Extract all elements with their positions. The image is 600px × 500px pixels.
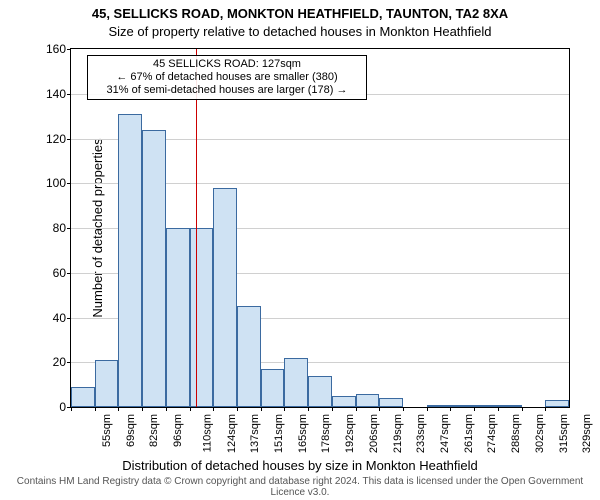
histogram-bar: [261, 369, 285, 407]
ytick-label: 100: [26, 176, 66, 190]
ytick-label: 120: [26, 132, 66, 146]
xtick-label: 315sqm: [558, 414, 570, 453]
xtick-label: 137sqm: [249, 414, 261, 453]
property-marker-line: [196, 49, 197, 407]
annotation-line1: 45 SELLICKS ROAD: 127sqm: [92, 58, 362, 71]
ytick-mark: [67, 183, 71, 184]
histogram-bar: [213, 188, 237, 407]
ytick-label: 40: [26, 311, 66, 325]
xtick-mark: [237, 407, 238, 411]
histogram-bar: [545, 400, 569, 407]
xtick-label: 96sqm: [172, 414, 184, 447]
xtick-mark: [284, 407, 285, 411]
histogram-bar: [498, 405, 522, 407]
ytick-mark: [67, 49, 71, 50]
ytick-label: 80: [26, 221, 66, 235]
xtick-label: 261sqm: [463, 414, 475, 453]
footnote: Contains HM Land Registry data © Crown c…: [0, 476, 600, 498]
x-axis-label: Distribution of detached houses by size …: [0, 458, 600, 473]
xtick-label: 110sqm: [201, 414, 213, 452]
ytick-label: 160: [26, 42, 66, 56]
xtick-label: 82sqm: [148, 414, 160, 447]
histogram-bar: [308, 376, 332, 407]
ytick-mark: [67, 362, 71, 363]
xtick-label: 219sqm: [392, 414, 404, 453]
histogram-bar: [450, 405, 474, 407]
histogram-bar: [237, 306, 261, 407]
chart-title-line1: 45, SELLICKS ROAD, MONKTON HEATHFIELD, T…: [0, 6, 600, 21]
xtick-label: 329sqm: [581, 414, 593, 453]
xtick-mark: [95, 407, 96, 411]
xtick-mark: [261, 407, 262, 411]
histogram-bar: [356, 394, 380, 407]
xtick-mark: [450, 407, 451, 411]
xtick-mark: [379, 407, 380, 411]
xtick-mark: [213, 407, 214, 411]
ytick-mark: [67, 273, 71, 274]
xtick-label: 124sqm: [226, 414, 238, 453]
histogram-bar: [142, 130, 166, 407]
xtick-mark: [498, 407, 499, 411]
xtick-mark: [166, 407, 167, 411]
ytick-label: 0: [26, 400, 66, 414]
histogram-bar: [427, 405, 451, 407]
xtick-label: 274sqm: [487, 414, 499, 453]
histogram-bar: [190, 228, 214, 407]
chart-title-line2: Size of property relative to detached ho…: [0, 24, 600, 39]
xtick-mark: [403, 407, 404, 411]
ytick-label: 60: [26, 266, 66, 280]
xtick-mark: [308, 407, 309, 411]
histogram-bar: [71, 387, 95, 407]
histogram-plot: 45 SELLICKS ROAD: 127sqm← 67% of detache…: [70, 48, 570, 408]
ytick-mark: [67, 228, 71, 229]
histogram-bar: [284, 358, 308, 407]
histogram-bar: [166, 228, 190, 407]
annotation-line3: 31% of semi-detached houses are larger (…: [92, 84, 362, 97]
annotation-box: 45 SELLICKS ROAD: 127sqm← 67% of detache…: [87, 55, 367, 100]
xtick-label: 69sqm: [125, 414, 137, 447]
histogram-bar: [118, 114, 142, 407]
xtick-mark: [332, 407, 333, 411]
xtick-label: 55sqm: [101, 414, 113, 447]
xtick-mark: [118, 407, 119, 411]
histogram-bar: [379, 398, 403, 407]
xtick-label: 178sqm: [321, 414, 333, 453]
ytick-label: 20: [26, 355, 66, 369]
xtick-label: 151sqm: [273, 414, 285, 453]
annotation-line2: ← 67% of detached houses are smaller (38…: [92, 71, 362, 84]
xtick-mark: [545, 407, 546, 411]
ytick-mark: [67, 139, 71, 140]
xtick-label: 165sqm: [297, 414, 309, 453]
xtick-mark: [190, 407, 191, 411]
xtick-label: 302sqm: [534, 414, 546, 453]
ytick-mark: [67, 318, 71, 319]
xtick-label: 233sqm: [415, 414, 427, 453]
histogram-bar: [332, 396, 356, 407]
xtick-label: 288sqm: [510, 414, 522, 453]
ytick-mark: [67, 94, 71, 95]
xtick-mark: [142, 407, 143, 411]
xtick-label: 247sqm: [439, 414, 451, 453]
xtick-label: 206sqm: [368, 414, 380, 453]
ytick-label: 140: [26, 87, 66, 101]
xtick-label: 192sqm: [344, 414, 356, 453]
histogram-bar: [474, 405, 498, 407]
xtick-mark: [522, 407, 523, 411]
xtick-mark: [474, 407, 475, 411]
xtick-mark: [427, 407, 428, 411]
xtick-mark: [356, 407, 357, 411]
histogram-bar: [95, 360, 119, 407]
xtick-mark: [71, 407, 72, 411]
